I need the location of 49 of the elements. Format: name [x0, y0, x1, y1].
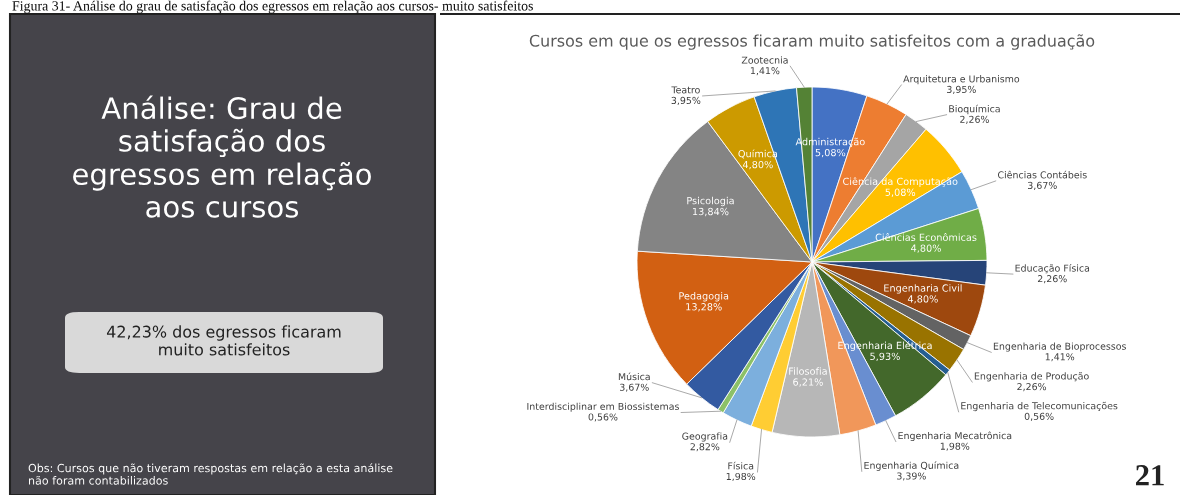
data-label: 2,26%: [1017, 383, 1047, 392]
data-label: 0,56%: [1024, 412, 1054, 421]
data-label: 4,80%: [911, 244, 941, 253]
slice-label: Engenharia de Produção: [974, 372, 1089, 382]
data-label: 1,41%: [750, 67, 780, 76]
data-label: 6,21%: [793, 378, 823, 387]
slice-label: Pedagogia: [679, 292, 729, 302]
slice-label: Geografia: [682, 432, 728, 442]
text: Obs: Cursos que não tiveram respostas em relação a esta análise não foram contabilizados: [28, 463, 393, 485]
slice-label: Interdisciplinar em Biossistemas: [527, 402, 679, 412]
slice-label: Arquitetura e Urbanismo: [903, 75, 1020, 85]
text: Figura 31- Análise do grau de satisfação dos egressos em relação aos cursos- muito satisfeitos: [12, 0, 533, 14]
data-label: 3,95%: [671, 96, 701, 105]
data-label: 3,39%: [897, 472, 926, 481]
data-label: 3,67%: [620, 383, 649, 392]
slice-label: Ciências Contábeis: [997, 170, 1087, 179]
data-label: 2,26%: [960, 115, 989, 124]
data-label: 5,08%: [885, 188, 916, 197]
slice-label: Engenharia de Telecomunicações: [961, 401, 1118, 412]
data-label: 2,82%: [690, 443, 720, 452]
text: 21: [1136, 465, 1164, 486]
data-label: 3,95%: [947, 85, 976, 94]
data-label: 4,80%: [907, 295, 938, 304]
data-label: 4,80%: [742, 160, 773, 170]
data-label: 2,26%: [1037, 275, 1067, 284]
slice-label: Teatro: [671, 86, 700, 94]
chart-title: Cursos em que os egressos ficaram muito satisfeitos com a graduação: [529, 34, 1095, 50]
data-label: 13,28%: [686, 303, 722, 312]
slice-label: Música: [618, 372, 650, 381]
data-label: 5,08%: [815, 148, 846, 158]
slice-label: Engenharia Civil: [884, 284, 962, 294]
data-label: 5,93%: [870, 352, 900, 361]
text: 42,23% dos egressos ficaram muito satisfeitos: [106, 325, 341, 356]
slice-label: Bioquímica: [949, 104, 1000, 115]
slice-label: Engenharia Mecatrônica: [898, 431, 1012, 442]
slice-label: Engenharia Química: [864, 461, 959, 471]
slice-label: Psicologia: [687, 196, 734, 207]
data-label: 1,41%: [1045, 353, 1075, 362]
slice-label: Física: [728, 461, 754, 470]
data-label: 13,84%: [693, 207, 729, 217]
data-label: 1,98%: [726, 472, 756, 481]
slice-label: Engenharia de Bioprocessos: [993, 342, 1126, 352]
data-label: 1,98%: [940, 442, 970, 451]
slice-label: Educação Física: [1015, 263, 1090, 274]
slice-label: Filosofia: [789, 367, 827, 375]
data-label: 0,56%: [588, 413, 618, 422]
text: Análise: Grau de satisfação dos egressos em relação aos cursos: [73, 95, 371, 218]
data-label: 3,67%: [1028, 181, 1057, 190]
slice-label: Zootecnia: [741, 56, 788, 64]
